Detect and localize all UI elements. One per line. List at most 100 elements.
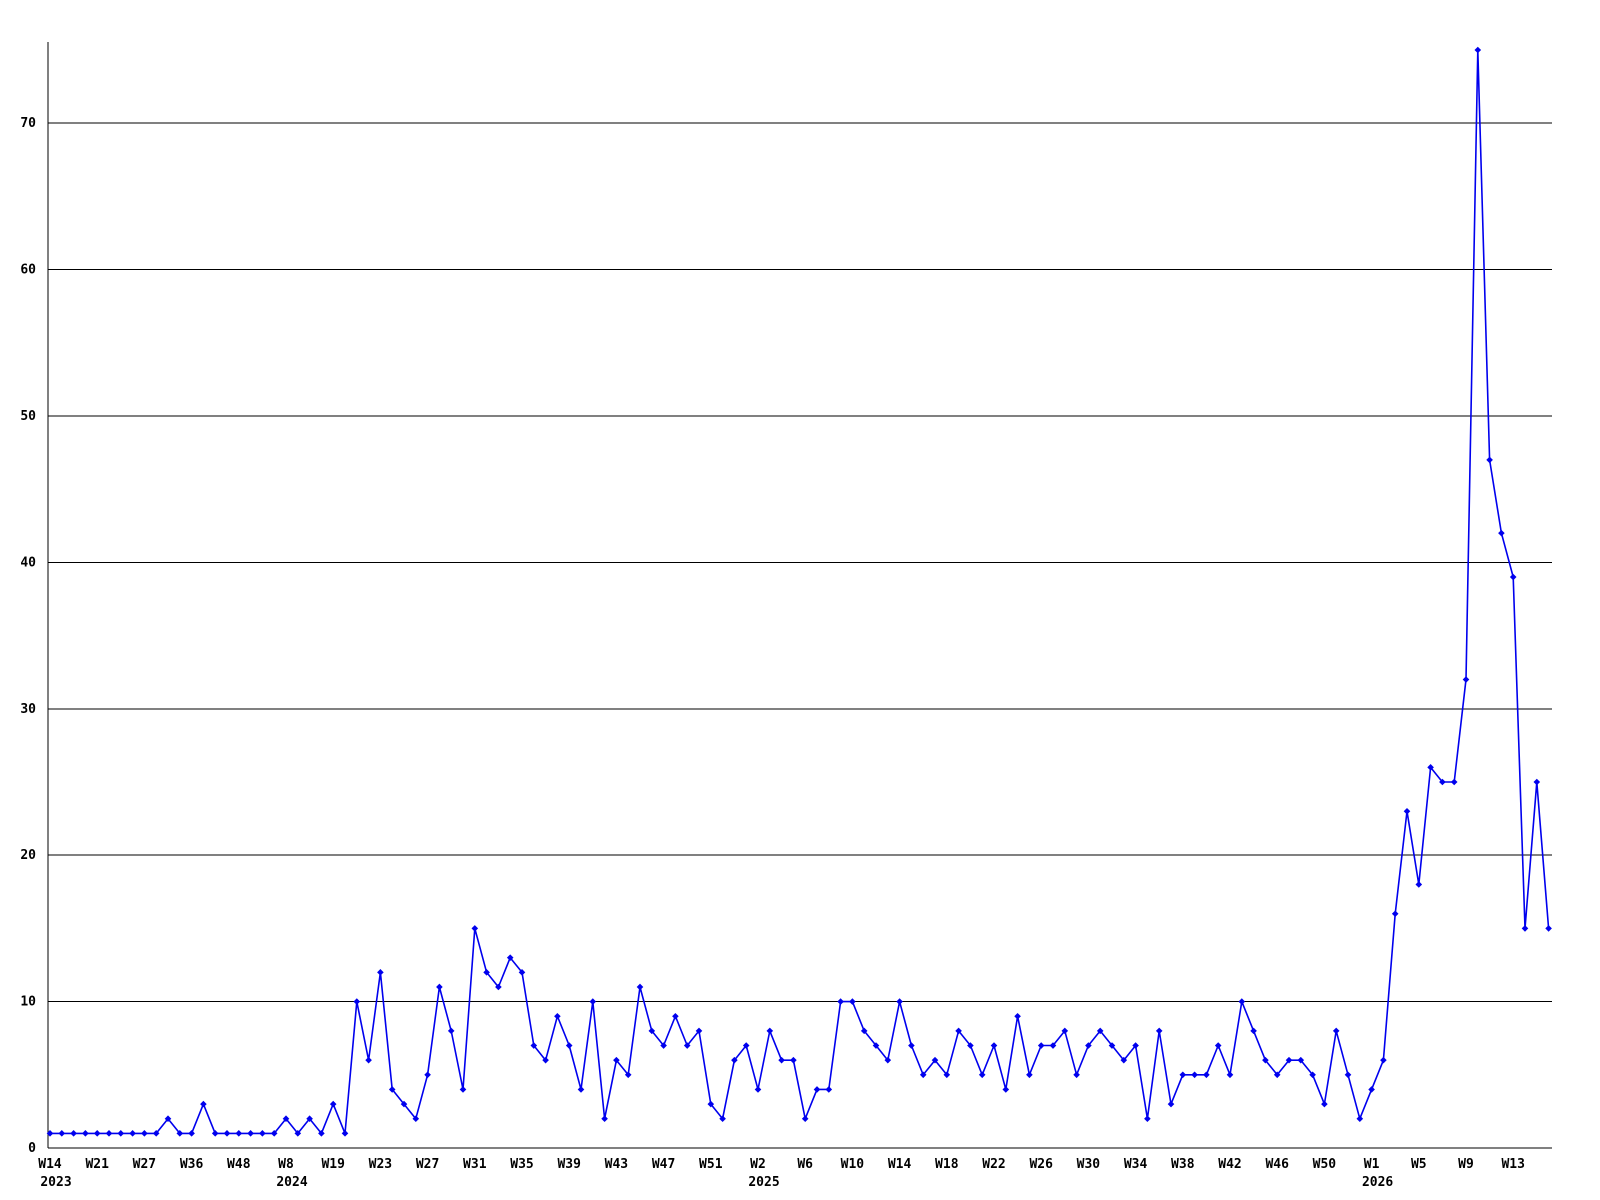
data-point [282,1115,290,1123]
data-point [1014,1012,1021,1020]
x-tick-label-W9: W9 [1458,1157,1474,1172]
data-point [660,1042,667,1049]
data-point [931,1056,939,1064]
data-point [1144,1115,1151,1123]
x-tick-label-W30: W30 [1077,1157,1101,1172]
data-point [790,1056,797,1064]
data-point [459,1086,467,1093]
data-point [1309,1071,1316,1079]
data-point [1427,764,1434,771]
data-point [141,1130,148,1137]
data-point [719,1115,726,1123]
data-point [990,1042,998,1049]
data-point [624,1071,632,1079]
data-point [1415,881,1423,888]
x-tick-label-W46: W46 [1265,1157,1289,1172]
y-tick-label-0: 0 [28,1141,36,1156]
x-tick-label-W10: W10 [841,1157,865,1172]
x-tick-label-W26: W26 [1029,1157,1053,1172]
data-point [318,1130,325,1137]
data-point [1368,1086,1375,1093]
data-point [176,1130,184,1137]
x-tick-label-W48: W48 [227,1157,251,1172]
data-point [849,998,856,1005]
x-tick-label-W36: W36 [180,1157,204,1172]
data-point [1132,1042,1139,1049]
x-year-labels: 2023 2024 2025 2026 [40,1175,1393,1190]
data-point [377,969,384,976]
y-tick-label-70: 70 [20,116,36,131]
data-point [188,1130,195,1137]
data-point [211,1130,219,1137]
x-tick-label-W38: W38 [1171,1157,1195,1172]
data-point [1332,1027,1340,1035]
data-point [400,1100,408,1108]
data-point [1096,1027,1104,1035]
data-point [1321,1100,1328,1108]
x-tick-label-W22: W22 [982,1157,1005,1172]
x-tick-label-W21: W21 [85,1157,109,1172]
data-point [58,1130,66,1137]
data-point [1462,676,1470,683]
year-label-2023: 2023 [40,1175,71,1190]
data-point [152,1130,160,1137]
data-point [1226,1071,1234,1079]
x-tick-label-W43: W43 [605,1157,628,1172]
data-point [742,1042,750,1049]
data-point [613,1056,620,1064]
data-point [200,1100,207,1108]
x-tick-label-W50: W50 [1313,1157,1337,1172]
x-tick-label-W31: W31 [463,1157,487,1172]
x-tick-label-W51: W51 [699,1157,723,1172]
x-tick-label-W18: W18 [935,1157,959,1172]
data-point [754,1086,762,1093]
data-point [908,1042,915,1049]
data-point [766,1027,774,1035]
data-point [1273,1071,1281,1079]
data-point [70,1130,77,1137]
data-point [1498,529,1505,537]
data-point [1085,1042,1092,1049]
data-point [589,998,597,1005]
data-point [365,1056,372,1064]
data-point [554,1012,561,1020]
x-tick-label-W6: W6 [797,1157,813,1172]
data-point [1002,1086,1010,1093]
series-markers-weekly-count [46,46,1552,1137]
data-point [1262,1056,1269,1064]
data-point [483,969,490,976]
axes-group [47,42,1552,1149]
data-point [825,1086,833,1093]
data-point [919,1071,927,1079]
y-tick-labels: 0 10 20 30 40 50 60 70 [20,116,36,1156]
data-point [1297,1056,1305,1064]
x-tick-label-W47: W47 [652,1157,675,1172]
data-point [778,1056,785,1064]
data-point [436,983,443,991]
data-point [896,998,903,1005]
data-point [1073,1071,1080,1079]
x-tick-label-W34: W34 [1124,1157,1148,1172]
data-point [707,1100,715,1108]
data-point [1155,1027,1163,1035]
data-point [329,1100,337,1108]
data-point [412,1115,420,1123]
data-point [506,954,514,961]
data-point [683,1042,691,1049]
data-point [306,1115,313,1123]
data-point [1061,1027,1069,1035]
data-point [1250,1027,1257,1035]
year-label-2024: 2024 [276,1175,307,1190]
year-label-2025: 2025 [748,1175,779,1190]
data-point [388,1086,396,1093]
year-label-2026: 2026 [1362,1175,1393,1190]
data-point [872,1042,880,1049]
y-tick-label-10: 10 [20,995,36,1010]
x-tick-label-W27: W27 [133,1157,156,1172]
data-point [1380,1056,1387,1064]
data-point [1403,807,1411,815]
data-point [1167,1100,1175,1108]
data-point [943,1071,951,1079]
data-point [837,998,844,1005]
